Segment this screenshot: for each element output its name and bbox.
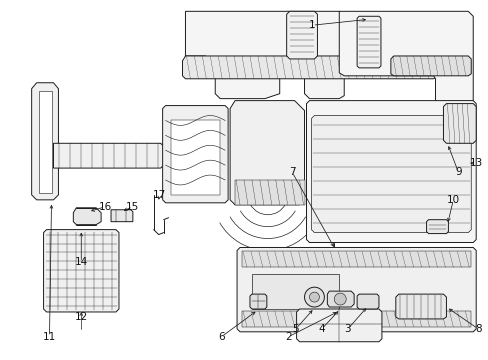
Text: 5: 5 [292,324,299,334]
Polygon shape [326,291,353,307]
Text: 8: 8 [474,324,481,334]
Ellipse shape [435,169,456,187]
Ellipse shape [344,177,433,212]
Polygon shape [111,210,133,222]
Circle shape [334,293,346,305]
Text: 6: 6 [218,332,224,342]
Text: 11: 11 [43,332,56,342]
Polygon shape [230,100,304,205]
Polygon shape [286,11,317,59]
Polygon shape [185,11,344,99]
Polygon shape [339,11,472,104]
Polygon shape [251,274,339,309]
Polygon shape [356,16,380,68]
Circle shape [304,287,324,307]
Polygon shape [237,247,475,332]
Polygon shape [235,180,304,205]
Polygon shape [242,311,470,327]
Text: 14: 14 [75,257,88,267]
Polygon shape [306,100,475,243]
Polygon shape [426,220,447,234]
Polygon shape [53,143,165,168]
Polygon shape [43,230,119,312]
Polygon shape [32,83,59,200]
Text: 3: 3 [344,324,350,334]
Text: 15: 15 [126,202,139,212]
Text: 16: 16 [98,202,111,212]
Polygon shape [356,294,378,309]
Polygon shape [182,56,438,79]
Polygon shape [395,294,446,319]
Text: 9: 9 [454,167,461,177]
Polygon shape [296,309,381,342]
Text: 1: 1 [308,20,315,30]
Circle shape [309,292,319,302]
Text: 7: 7 [288,167,295,177]
Text: 13: 13 [468,158,482,168]
Polygon shape [73,208,101,225]
Polygon shape [249,294,266,309]
Polygon shape [390,56,470,76]
Text: 2: 2 [285,332,291,342]
Polygon shape [443,104,475,143]
Text: 12: 12 [75,312,88,322]
Polygon shape [311,116,470,233]
Polygon shape [453,150,468,178]
Polygon shape [170,121,220,195]
Polygon shape [163,105,228,203]
Text: 4: 4 [318,324,325,334]
Polygon shape [242,251,470,267]
Polygon shape [39,91,51,193]
Ellipse shape [371,280,425,308]
Text: 10: 10 [446,195,459,205]
Text: 17: 17 [153,190,166,200]
